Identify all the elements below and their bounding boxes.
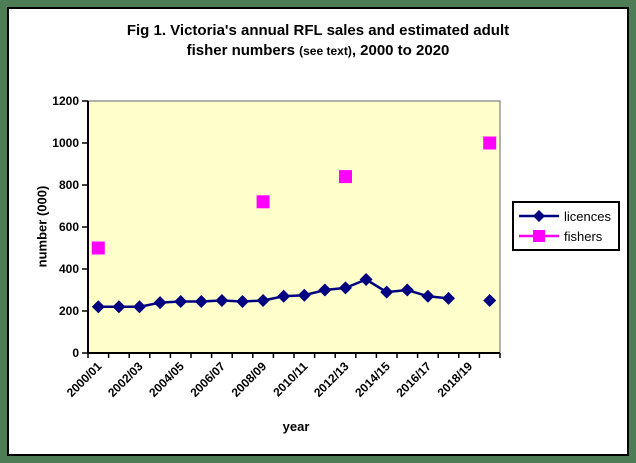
legend-item-label: fishers	[564, 228, 603, 244]
licences-data-point	[421, 289, 435, 303]
y-tick-label: 1200	[52, 94, 79, 108]
x-axis-title: year	[282, 419, 310, 434]
fishers-data-point	[483, 136, 497, 150]
legend-item-licences: licences	[517, 208, 615, 224]
y-tick-label: 400	[59, 262, 79, 276]
licences-data-point	[297, 288, 311, 302]
chart-title-line2: fisher numbers (see text), 2000 to 2020	[186, 42, 450, 59]
fishers-legend-marker	[533, 230, 545, 242]
legend: licences fishers	[512, 201, 620, 251]
licences-data-point	[339, 281, 352, 295]
x-tick-label: 2004/05	[146, 359, 187, 400]
y-tick-label: 1000	[52, 136, 79, 150]
legend-item-label: licences	[564, 208, 611, 224]
licences-data-point	[215, 294, 229, 307]
y-tick-label: 800	[59, 178, 79, 192]
plot-area: 0 200 400 600 800 1000 1200 2000/01 2002/03 2004/…	[52, 94, 501, 400]
licences-data-point	[112, 300, 126, 314]
legend-item-fishers: fishers	[517, 228, 615, 244]
licences-data-point	[133, 300, 146, 314]
licences-data-point	[359, 273, 373, 286]
x-tick-label: 2018/19	[435, 359, 476, 400]
x-tick-label: 2002/03	[105, 359, 146, 400]
chart-title-line1: Fig 1. Victoria's annual RFL sales and e…	[126, 22, 510, 39]
fishers-data-point	[91, 241, 105, 255]
fishers-data-point	[339, 170, 352, 184]
x-tick-label: 2006/07	[187, 359, 228, 400]
y-axis-title: number (000)	[34, 185, 50, 268]
licences-data-point	[318, 283, 332, 297]
fishers-line-square-icon	[519, 230, 559, 242]
plot-background	[87, 100, 501, 354]
licences-data-point	[256, 294, 270, 307]
x-tick-label: 2014/15	[352, 359, 393, 400]
series-fishers	[91, 136, 497, 255]
licences-data-point	[442, 291, 455, 305]
y-axis: 0 200 400 600 800 1000 1200	[52, 94, 88, 360]
licences-line-diamond-icon	[519, 210, 559, 222]
x-tick-label: 2016/17	[393, 359, 434, 400]
fishers-data-point	[256, 195, 270, 209]
licences-data-point	[400, 283, 414, 297]
x-tick-label: 2008/09	[229, 359, 270, 400]
licences-data-point	[174, 295, 188, 309]
licences-data-point	[194, 295, 208, 309]
x-axis: 2000/01 2002/03 2004/05 2006/07 2008/09 2010/…	[64, 353, 501, 400]
chart-title: Fig 1. Victoria's annual RFL sales and e…	[9, 21, 627, 61]
licences-data-point	[91, 300, 105, 314]
y-tick-label: 600	[59, 220, 79, 234]
y-tick-label: 0	[72, 346, 79, 360]
series-licences	[91, 273, 497, 314]
x-tick-label: 2012/13	[311, 359, 352, 400]
licences-data-point	[236, 295, 249, 309]
y-tick-label: 200	[59, 304, 79, 318]
x-tick-label: 2000/01	[64, 359, 105, 400]
licences-data-point	[380, 285, 394, 299]
licences-data-point	[277, 289, 291, 303]
x-tick-label: 2010/11	[270, 359, 310, 399]
licences-data-point	[153, 296, 167, 310]
licences-data-point	[483, 294, 497, 307]
chart-canvas: Fig 1. Victoria's annual RFL sales and e…	[7, 7, 629, 456]
licences-legend-marker	[533, 210, 545, 222]
